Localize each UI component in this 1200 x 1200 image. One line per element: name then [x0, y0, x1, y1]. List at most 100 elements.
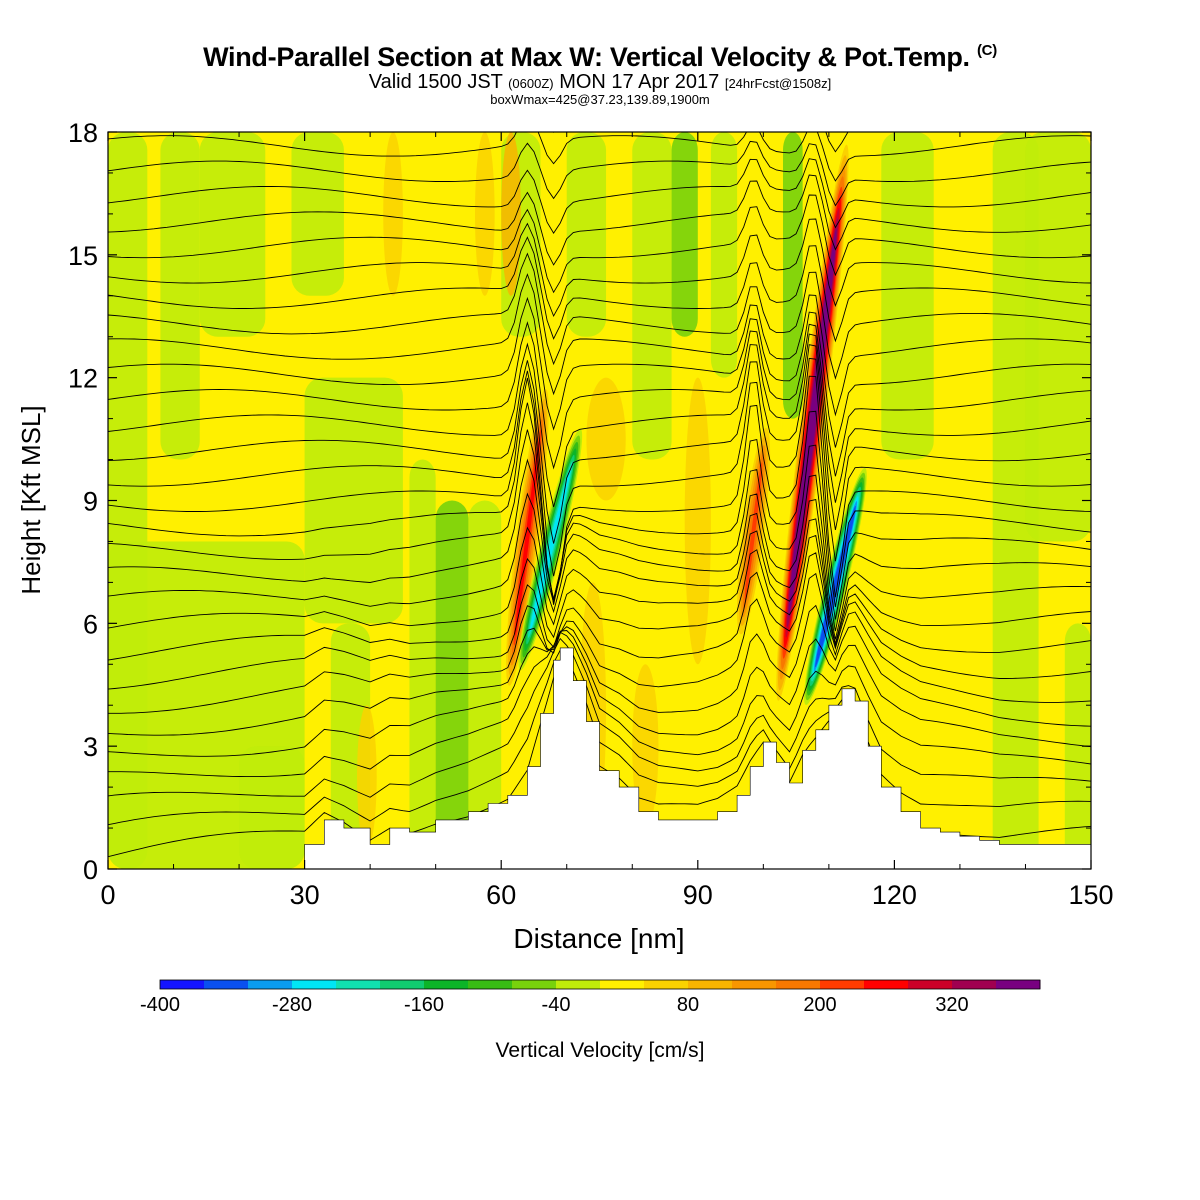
- x-tick-label: 120: [872, 880, 917, 910]
- y-tick-label: 15: [68, 241, 98, 271]
- colorbar-tick-label: 80: [677, 994, 699, 1016]
- colorbar-tick-label: -160: [404, 994, 444, 1016]
- box-wmax-info: boxWmax=425@37.23,139.89,1900m: [490, 92, 710, 107]
- x-tick-label: 90: [683, 880, 713, 910]
- field-band: [710, 132, 738, 378]
- field-patch: [383, 132, 403, 296]
- x-tick-label: 150: [1068, 880, 1113, 910]
- x-tick-label: 60: [486, 880, 516, 910]
- theta-contour: [108, 375, 1091, 605]
- theta-contour: [108, 492, 1091, 640]
- x-tick-label: 0: [100, 880, 115, 910]
- colorbar-swatch: [468, 980, 513, 989]
- colorbar-swatch: [160, 980, 205, 989]
- theta-contour: [108, 357, 1091, 577]
- colorbar-swatch: [336, 980, 381, 989]
- field-band: [160, 132, 200, 460]
- colorbar-swatch: [600, 980, 645, 989]
- colorbar-swatch: [952, 980, 997, 989]
- colorbar-tick-label: -280: [272, 994, 312, 1016]
- title-tag: (C): [976, 42, 997, 59]
- title-text: Wind-Parallel Section at Max W: Vertical…: [203, 42, 970, 72]
- updraft-shading: [744, 462, 763, 601]
- colorbar-frame: [159, 979, 1041, 990]
- colorbar-swatch: [644, 980, 689, 989]
- theta-contour: [108, 194, 1091, 294]
- y-tick-label: 3: [83, 732, 98, 762]
- colorbar-swatch: [776, 980, 821, 989]
- theta-contour: [108, 236, 1091, 343]
- theta-contour: [108, 534, 1091, 661]
- colorbar-swatch: [688, 980, 733, 989]
- theta-contour: [108, 158, 1091, 234]
- theta-contour: [108, 429, 1091, 620]
- chart-title: Wind-Parallel Section at Max W: Vertical…: [0, 42, 1200, 73]
- forecast-info: [24hrFcst@1508z]: [724, 76, 832, 91]
- colorbar-label: Vertical Velocity [cm/s]: [496, 1039, 705, 1062]
- colorbar-tick-label: 200: [803, 994, 836, 1016]
- theta-contour: [108, 572, 1091, 714]
- downdraft-shading: [529, 467, 571, 632]
- field-band: [435, 500, 469, 869]
- field-band: [1025, 132, 1091, 542]
- theta-contour: [108, 518, 1091, 644]
- theta-contour: [108, 344, 1091, 544]
- field-band: [291, 132, 344, 296]
- colorbar-swatch: [820, 980, 865, 989]
- theta-contour: [108, 458, 1091, 632]
- field-band: [881, 132, 934, 460]
- field-band: [566, 132, 607, 337]
- y-axis-label: Height [Kft MSL]: [16, 405, 46, 594]
- field-patch: [474, 132, 495, 296]
- y-tick-label: 6: [83, 609, 98, 639]
- theta-contour: [108, 140, 1091, 207]
- theta-contour: [108, 132, 1091, 182]
- field-band: [632, 132, 672, 460]
- field-band: [1064, 623, 1091, 869]
- valid-date: MON 17 Apr 2017: [559, 71, 720, 93]
- colorbar-swatch: [380, 980, 425, 989]
- y-tick-label: 18: [68, 118, 98, 148]
- chart-subtitle: Valid 1500 JST (0600Z) MON 17 Apr 2017 […: [0, 71, 1200, 94]
- colorbar-swatch: [864, 980, 909, 989]
- y-tick-label: 9: [83, 487, 98, 517]
- x-tick-label: 30: [290, 880, 320, 910]
- colorbar-swatch: [908, 980, 953, 989]
- colorbar: -400 -280 -160 -40 80 200 320: [140, 979, 1041, 1016]
- utc-time: (0600Z): [508, 76, 554, 91]
- colorbar-swatch: [512, 980, 557, 989]
- theta-contour: [108, 296, 1091, 448]
- theta-contour: [108, 402, 1091, 608]
- colorbar-swatch: [204, 980, 249, 989]
- theta-contour: [108, 604, 1091, 736]
- field-band: [409, 459, 436, 869]
- theta-contour: [108, 252, 1091, 380]
- field-band: [199, 132, 266, 337]
- theta-contour: [108, 273, 1091, 417]
- x-axis-label: Distance [nm]: [513, 923, 684, 954]
- theta-contour: [108, 218, 1091, 318]
- field-patch: [586, 377, 626, 501]
- field-patch: [357, 705, 377, 849]
- colorbar-swatch: [732, 980, 777, 989]
- colorbar-swatch: [424, 980, 469, 989]
- plot-area: [108, 132, 1091, 869]
- colorbar-swatch: [996, 980, 1041, 989]
- y-tick-label: 12: [68, 364, 98, 394]
- theta-contour: [108, 552, 1091, 690]
- theta-contour: [108, 333, 1091, 508]
- field-band: [671, 132, 698, 337]
- colorbar-swatch: [292, 980, 337, 989]
- colorbar-tick-label: -400: [140, 994, 180, 1016]
- theta-contour: [108, 174, 1091, 266]
- colorbar-tick-label: 320: [935, 994, 968, 1016]
- field-band: [782, 132, 803, 419]
- field-band: [239, 746, 305, 869]
- valid-time: Valid 1500 JST: [368, 71, 503, 93]
- y-tick-label: 0: [83, 855, 98, 885]
- theta-contour: [108, 630, 1091, 757]
- theta-contour: [108, 321, 1091, 477]
- terrain: [108, 647, 1091, 869]
- colorbar-swatch: [556, 980, 601, 989]
